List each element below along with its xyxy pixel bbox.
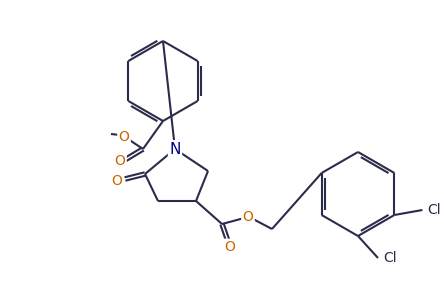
Text: Cl: Cl [383,251,397,265]
Text: O: O [242,210,254,224]
Text: N: N [169,142,181,157]
Text: O: O [119,130,130,144]
Text: O: O [111,174,123,188]
Text: O: O [115,154,126,168]
Text: Cl: Cl [428,203,441,217]
Text: O: O [225,240,235,254]
